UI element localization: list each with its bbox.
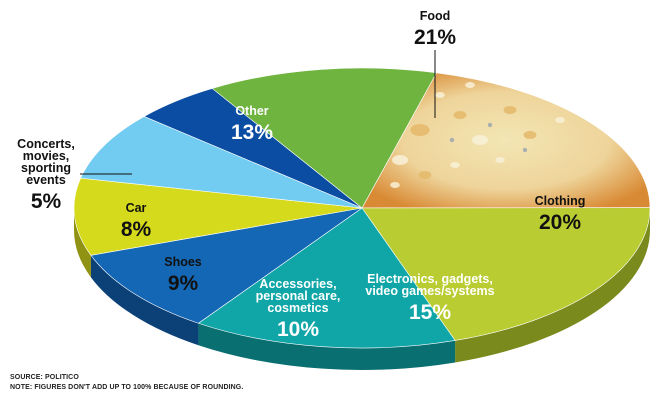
pie-slice-electronics bbox=[197, 207, 456, 349]
slice-label-clothing: Clothing bbox=[535, 194, 586, 208]
pie-label-accessories: Accessories,personal care,cosmetics 10% bbox=[256, 277, 341, 341]
pie-slice-other bbox=[211, 67, 438, 209]
pie-label-other: Other 13% bbox=[231, 104, 273, 144]
pie-slices bbox=[73, 67, 651, 349]
source-note: SOURCE: POLITICO bbox=[10, 374, 79, 381]
pie-label-car: Car 8% bbox=[121, 201, 152, 241]
slice-value-shoes: 9% bbox=[168, 272, 199, 295]
pie-slice-food bbox=[361, 72, 651, 209]
pie-slice-car bbox=[80, 116, 363, 209]
slice-value-concerts: 5% bbox=[31, 190, 62, 213]
slice-label-concerts: events bbox=[26, 173, 66, 187]
slice-label-shoes: Shoes bbox=[164, 255, 202, 269]
slice-label-accessories: Accessories, bbox=[259, 277, 336, 291]
slice-label-concerts: sporting bbox=[21, 161, 71, 175]
slice-label-electronics: Electronics, gadgets, bbox=[367, 272, 493, 286]
slice-value-electronics: 15% bbox=[409, 301, 451, 324]
slice-label-electronics: video games/systems bbox=[365, 284, 494, 298]
slice-label-car: Car bbox=[126, 201, 147, 215]
slice-value-food: 21% bbox=[414, 26, 456, 49]
slice-label-food: Food bbox=[420, 9, 451, 23]
slice-label-concerts: movies, bbox=[23, 149, 70, 163]
pie-slice-clothing bbox=[361, 207, 651, 341]
slice-label-concerts: Concerts, bbox=[17, 137, 75, 151]
rounding-footnote: NOTE: FIGURES DON'T ADD UP TO 100% BECAU… bbox=[10, 384, 244, 391]
pie-slice-shoes bbox=[73, 177, 363, 256]
pie-label-food: Food 21% bbox=[414, 9, 456, 49]
pie-labels: Food 21% Clothing 20% Electronics, gadgets,v… bbox=[17, 9, 585, 341]
pie-label-clothing: Clothing 20% bbox=[535, 194, 586, 234]
pie-slice-accessories bbox=[90, 207, 363, 324]
pie-side-shoes bbox=[74, 208, 91, 278]
pie-label-shoes: Shoes 9% bbox=[164, 255, 202, 295]
slice-label-accessories: personal care, bbox=[256, 289, 341, 303]
slice-label-other: Other bbox=[235, 104, 268, 118]
slice-value-car: 8% bbox=[121, 218, 152, 241]
slice-value-other: 13% bbox=[231, 121, 273, 144]
pie-side-clothing bbox=[455, 208, 650, 363]
slice-label-accessories: cosmetics bbox=[267, 301, 328, 315]
pie-side-electronics bbox=[198, 323, 456, 370]
slice-value-clothing: 20% bbox=[539, 211, 581, 234]
pie-label-electronics: Electronics, gadgets,video games/systems… bbox=[365, 272, 494, 324]
slice-value-accessories: 10% bbox=[277, 318, 319, 341]
